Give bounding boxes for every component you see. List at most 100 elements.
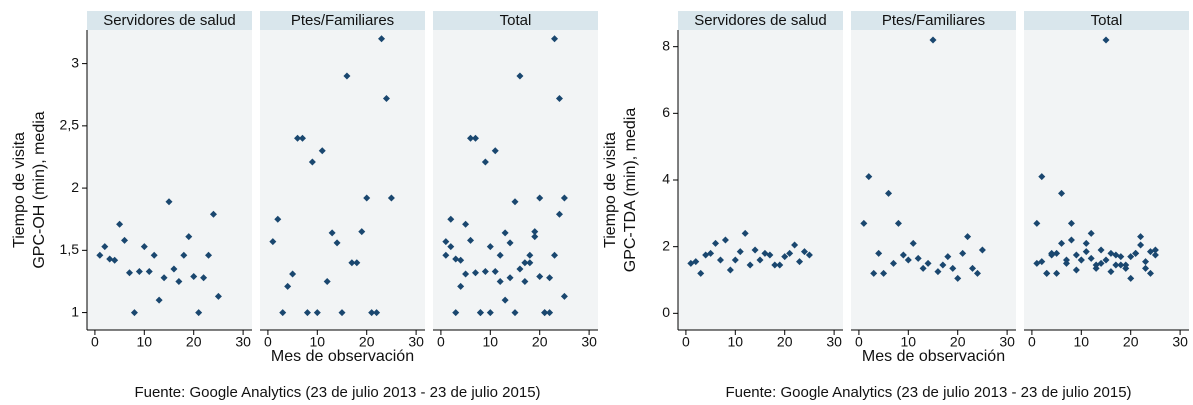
point (298, 134, 306, 142)
facet-strip (433, 11, 598, 30)
point (919, 264, 927, 272)
point (125, 269, 133, 277)
plot-area (851, 30, 1016, 330)
point (526, 251, 534, 259)
point (786, 249, 794, 257)
point (1097, 246, 1105, 254)
x-tick-label: 30 (408, 334, 424, 350)
point (934, 268, 942, 276)
point (185, 233, 193, 241)
point (467, 236, 475, 244)
point (145, 267, 153, 275)
point (736, 248, 744, 256)
point (712, 239, 720, 247)
x-tick-label: 10 (728, 334, 744, 350)
point (1102, 256, 1110, 264)
point (506, 274, 514, 282)
point (791, 241, 799, 249)
point (1132, 249, 1140, 257)
point (442, 238, 450, 246)
y-axis-label: Tiempo de visita (602, 132, 619, 248)
point (195, 309, 203, 317)
point (546, 309, 554, 317)
point (692, 258, 700, 266)
point (1058, 239, 1066, 247)
point (964, 233, 972, 241)
point (1033, 219, 1041, 227)
point (387, 194, 395, 202)
x-tick-label: 10 (137, 334, 153, 350)
point (442, 251, 450, 259)
point (885, 189, 893, 197)
point (106, 255, 114, 263)
y-tick-label: 8 (662, 37, 670, 53)
point (111, 256, 119, 264)
facet-title: Total (500, 12, 532, 29)
source-note: Fuente: Google Analytics (23 de julio 20… (134, 384, 540, 401)
x-tick-label: 20 (359, 334, 375, 350)
point (116, 220, 124, 228)
point (1137, 241, 1145, 249)
point (1151, 246, 1159, 254)
point (516, 265, 524, 273)
point (531, 228, 539, 236)
y-tick-label: 0 (662, 304, 670, 320)
y-tick-label: 6 (662, 104, 670, 120)
x-axis-label: Mes de observación (271, 348, 414, 365)
point (1127, 253, 1135, 261)
facet-strip (87, 11, 252, 30)
point (1127, 274, 1135, 282)
point (471, 134, 479, 142)
point (531, 233, 539, 241)
point (476, 309, 484, 317)
point (516, 72, 524, 80)
x-tick-label: 20 (950, 334, 966, 350)
point (318, 147, 326, 155)
x-tick-label: 0 (91, 334, 99, 350)
y-tick-label: 2 (71, 179, 79, 195)
point (496, 277, 504, 285)
point (536, 272, 544, 280)
point (889, 259, 897, 267)
point (130, 309, 138, 317)
point (1107, 249, 1115, 257)
point (486, 243, 494, 251)
x-tick-label: 30 (826, 334, 842, 350)
plot-area (678, 30, 843, 330)
point (954, 274, 962, 282)
point (1048, 249, 1056, 257)
point (776, 261, 784, 269)
point (486, 309, 494, 317)
point (771, 261, 779, 269)
point (175, 277, 183, 285)
facet-strip (1024, 11, 1189, 30)
facet-title: Ptes/Familiares (291, 12, 394, 29)
point (1112, 261, 1120, 269)
point (462, 270, 470, 278)
x-tick-label: 20 (532, 334, 548, 350)
point (303, 309, 311, 317)
y-tick-label: 1,5 (60, 241, 80, 257)
point (328, 229, 336, 237)
point (865, 173, 873, 181)
point (214, 292, 222, 300)
x-tick-label: 0 (264, 334, 272, 350)
x-tick-label: 0 (855, 334, 863, 350)
point (555, 210, 563, 218)
point (875, 249, 883, 257)
point (1043, 269, 1051, 277)
x-tick-label: 0 (437, 334, 445, 350)
point (284, 282, 292, 290)
point (289, 270, 297, 278)
facet-title: Ptes/Familiares (882, 12, 985, 29)
point (939, 261, 947, 269)
point (457, 256, 465, 264)
point (170, 265, 178, 273)
facet-strip (260, 11, 425, 30)
x-tick-label: 30 (235, 334, 251, 350)
x-tick-label: 20 (1123, 334, 1139, 350)
point (471, 269, 479, 277)
point (180, 251, 188, 259)
point (914, 254, 922, 262)
